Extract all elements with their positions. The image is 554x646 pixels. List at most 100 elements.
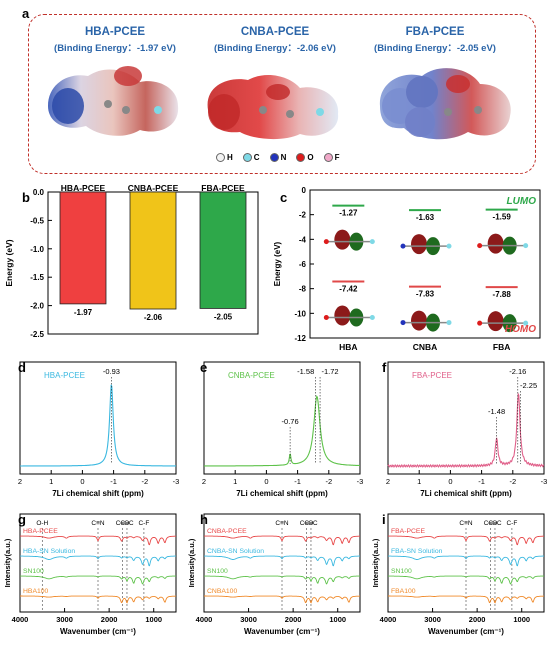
panel-label-a: a (22, 6, 30, 21)
chart-f-xtick-label: 0 (448, 477, 452, 486)
panel-label-c: c (280, 190, 288, 205)
chart-c: 0 -2 -4 -6 -8 -10 -12 Energy (eV) HBA -1.27 -7.42 C… (273, 186, 541, 352)
chart-i-band-label: C=C (488, 520, 501, 527)
chart-h-band-label: C=C (304, 520, 317, 527)
chart-c-ytick-label: -12 (294, 334, 306, 343)
panel-label-i: i (382, 512, 386, 527)
chart-c-level-label: -1.27 (339, 209, 358, 218)
chart-f-peak-label: -2.16 (509, 367, 526, 376)
chart-g-xtick-label: 3000 (56, 615, 73, 624)
chart-c-orbital-lobe (487, 233, 504, 254)
chart-g-xlabel: Wavenumber (cm⁻¹) (60, 627, 136, 636)
chart-i-series-line (388, 575, 544, 585)
chart-c-atom (323, 315, 329, 321)
chart-g-xtick-label: 2000 (101, 615, 118, 624)
chart-c-ytick-label: -4 (299, 235, 307, 244)
chart-d-peak-label: -0.93 (103, 367, 120, 376)
molecule-name-cnba: CNBA-PCEE (240, 26, 310, 38)
chart-i-band-label: C-F (506, 520, 517, 527)
chart-b-ytick-label: -0.5 (30, 216, 44, 225)
chart-c-level-label: -1.63 (416, 213, 435, 222)
panel-label-d: d (18, 360, 26, 375)
chart-d-legend: HBA-PCEE (44, 371, 85, 380)
molecule-renderings (48, 66, 511, 140)
chart-h-series-label: SN100 (207, 568, 228, 575)
chart-g-series-label: SN100 (23, 568, 44, 575)
chart-h-xlabel: Wavenumber (cm⁻¹) (244, 627, 320, 636)
chart-h-ylabel: Intensity(a.u.) (187, 538, 196, 587)
molecule-binding-fba: (Binding Energy：-2.05 eV) (374, 43, 496, 54)
chart-h-frame (203, 513, 361, 613)
chart-b-bar (59, 191, 107, 305)
chart-i-xtick-label: 2000 (469, 615, 486, 624)
chart-b: 0.0 -0.5 -1.0 -1.5 -2.0 -2.5 Energy (eV) HBA-PC… (4, 184, 259, 339)
hba-surface (48, 66, 179, 136)
chart-i-xtick-label: 4000 (380, 615, 397, 624)
chart-g-series-line (20, 575, 176, 585)
atom-legend-o: O (296, 152, 314, 162)
atom-legend-h: H (216, 152, 233, 162)
chart-d-spectrum (20, 384, 176, 467)
chart-g-band-label: C-F (138, 520, 149, 527)
chart-i-series-label: FBA-PCEE (391, 528, 425, 535)
chart-c-ytick-label: -2 (299, 211, 307, 220)
chart-f-xlabel: 7Li chemical shift (ppm) (420, 489, 512, 498)
chart-i-ylabel: Intensity(a.u.) (371, 538, 380, 587)
chart-g-series-label: HBA100 (23, 588, 49, 595)
chart-c-atom (523, 243, 529, 249)
chart-f-xtick-label: 1 (417, 477, 421, 486)
chart-b-ytick-label: 0.0 (33, 188, 45, 197)
chart-c-level-label: -1.59 (493, 213, 512, 222)
fba-surface (379, 68, 511, 140)
chart-i-series-label: FBA100 (391, 588, 416, 595)
chart-c-ytick-label: -8 (299, 285, 307, 294)
atom-legend-c: C (242, 152, 260, 162)
chart-d-xtick-label: 2 (18, 477, 22, 486)
chart-b-category-label: CNBA-PCEE (128, 184, 179, 193)
chart-c-ylabel: Energy (eV) (273, 241, 282, 286)
chart-d-xlabel: 7Li chemical shift (ppm) (52, 489, 144, 498)
chart-c-orbital-lobe (487, 311, 504, 332)
chart-c-orbital-lobe (334, 305, 351, 326)
atom-legend-f: F (323, 152, 339, 162)
chart-c-atom (400, 243, 406, 249)
chart-c-ytick-label: -6 (299, 260, 307, 269)
chart-g-series-line (20, 555, 176, 567)
chart-b-ylabel: Energy (eV) (4, 239, 14, 286)
chart-h-series-line (204, 555, 360, 567)
chart-i: 4000 3000 2000 1000 Wavenumber (cm⁻¹) Intensi… (371, 513, 545, 636)
chart-f-xtick-label: 2 (386, 477, 390, 486)
chart-f-xtick-label: -3 (541, 477, 548, 486)
chart-b-value-label: -2.06 (144, 313, 163, 322)
chart-c-level-label: -7.42 (339, 285, 358, 294)
cnba-surface (207, 74, 339, 140)
chart-i-frame (387, 513, 545, 613)
chart-e-xtick-label: 0 (264, 477, 268, 486)
chart-e-xtick-label: -3 (357, 477, 364, 486)
chart-c-series-name-homo: HOMO (505, 324, 536, 335)
panel-label-b: b (22, 190, 30, 205)
chart-e-xtick-label: -2 (325, 477, 332, 486)
chart-e-legend: CNBA-PCEE (228, 371, 275, 380)
chart-h-xtick-label: 3000 (240, 615, 257, 624)
chart-c-orbital-lobe (411, 234, 427, 255)
chart-g-band-label: O-H (36, 520, 48, 527)
chart-g-band-label: C≡N (91, 520, 104, 527)
chart-i-xlabel: Wavenumber (cm⁻¹) (428, 627, 504, 636)
chart-g-series-label: HBA-SN Solution (23, 548, 75, 555)
chart-c-atom (477, 243, 483, 249)
panel-label-f: f (382, 360, 387, 375)
chart-b-category-label: HBA-PCEE (61, 184, 106, 193)
chart-c-category-label: FBA (493, 342, 510, 352)
chart-b-ytick-label: -2.0 (30, 302, 44, 311)
chart-e-xlabel: 7Li chemical shift (ppm) (236, 489, 328, 498)
panel-label-g: g (18, 512, 26, 527)
chart-h-xtick-label: 4000 (196, 615, 213, 624)
chart-b-bar (129, 191, 177, 310)
chart-g-band-label: C=O (116, 520, 130, 527)
chart-c-atom (446, 243, 452, 249)
chart-h-series-label: CNBA100 (207, 588, 237, 595)
chart-b-bar (199, 191, 247, 309)
chart-c-atom (369, 239, 375, 245)
molecule-name-fba: FBA-PCEE (405, 26, 465, 38)
